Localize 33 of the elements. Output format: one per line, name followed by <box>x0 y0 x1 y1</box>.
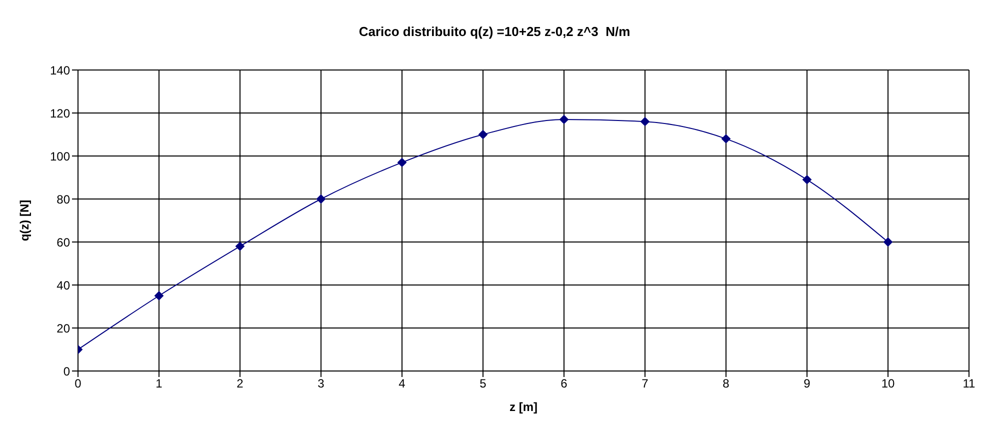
x-tick-label: 2 <box>236 376 244 391</box>
x-tick-label: 5 <box>480 376 487 391</box>
x-tick-label: 9 <box>804 376 811 391</box>
x-tick-label: 0 <box>74 376 82 391</box>
point <box>236 242 244 251</box>
point <box>640 117 650 126</box>
point <box>560 114 568 124</box>
x-tick-label: 7 <box>642 376 649 391</box>
y-tick-label: 80 <box>56 192 70 206</box>
point <box>478 130 488 139</box>
y-tick-label: 40 <box>56 278 70 292</box>
x-tick-label: 11 <box>962 376 976 391</box>
y-tick-label: 100 <box>50 149 70 164</box>
x-tick-label: 3 <box>318 376 325 391</box>
y-tick-label: 60 <box>56 235 70 250</box>
x-axis-title: z [m] <box>510 400 538 414</box>
point <box>884 238 892 246</box>
x-tick-label: 6 <box>560 376 568 391</box>
x-tick-label: 8 <box>722 376 730 391</box>
y-tick-label: 140 <box>50 63 70 78</box>
point <box>802 175 812 184</box>
y-tick-label: 0 <box>63 364 70 378</box>
x-tick-label: 10 <box>881 376 895 391</box>
point <box>398 158 406 167</box>
x-tick-label: 4 <box>398 376 406 391</box>
point <box>722 134 730 144</box>
point <box>316 194 326 204</box>
y-tick-label: 120 <box>50 106 70 120</box>
point <box>154 291 164 300</box>
chart-title: Carico distribuito q(z) =10+25 z-0,2 z^3 N/m <box>358 24 632 39</box>
y-axis-title: q(z) [N] <box>17 200 32 242</box>
x-tick-label: 1 <box>156 376 163 391</box>
y-tick-label: 20 <box>56 321 70 336</box>
